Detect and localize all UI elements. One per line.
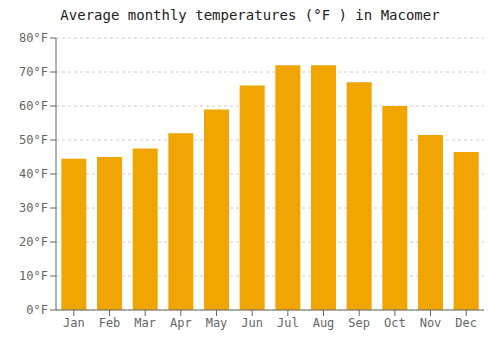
svg-text:Jul: Jul bbox=[277, 316, 299, 330]
svg-text:60°F: 60°F bbox=[19, 99, 48, 113]
svg-text:50°F: 50°F bbox=[19, 133, 48, 147]
svg-text:Jan: Jan bbox=[63, 316, 85, 330]
svg-text:Jun: Jun bbox=[241, 316, 263, 330]
svg-text:70°F: 70°F bbox=[19, 65, 48, 79]
svg-text:Sep: Sep bbox=[348, 316, 370, 330]
svg-text:10°F: 10°F bbox=[19, 269, 48, 283]
svg-text:Feb: Feb bbox=[99, 316, 121, 330]
svg-text:Oct: Oct bbox=[384, 316, 406, 330]
svg-text:0°F: 0°F bbox=[26, 303, 48, 317]
svg-text:Aug: Aug bbox=[313, 316, 335, 330]
svg-text:30°F: 30°F bbox=[19, 201, 48, 215]
svg-text:Mar: Mar bbox=[134, 316, 156, 330]
svg-text:40°F: 40°F bbox=[19, 167, 48, 181]
svg-text:Dec: Dec bbox=[455, 316, 477, 330]
svg-text:80°F: 80°F bbox=[19, 31, 48, 45]
svg-text:May: May bbox=[206, 316, 228, 330]
svg-text:Nov: Nov bbox=[420, 316, 442, 330]
html-text:Average monthly temperatures (: Average monthly temperatures (°F ) in Ma… bbox=[60, 7, 440, 23]
svg-text:Apr: Apr bbox=[170, 316, 192, 330]
svg-text:20°F: 20°F bbox=[19, 235, 48, 249]
